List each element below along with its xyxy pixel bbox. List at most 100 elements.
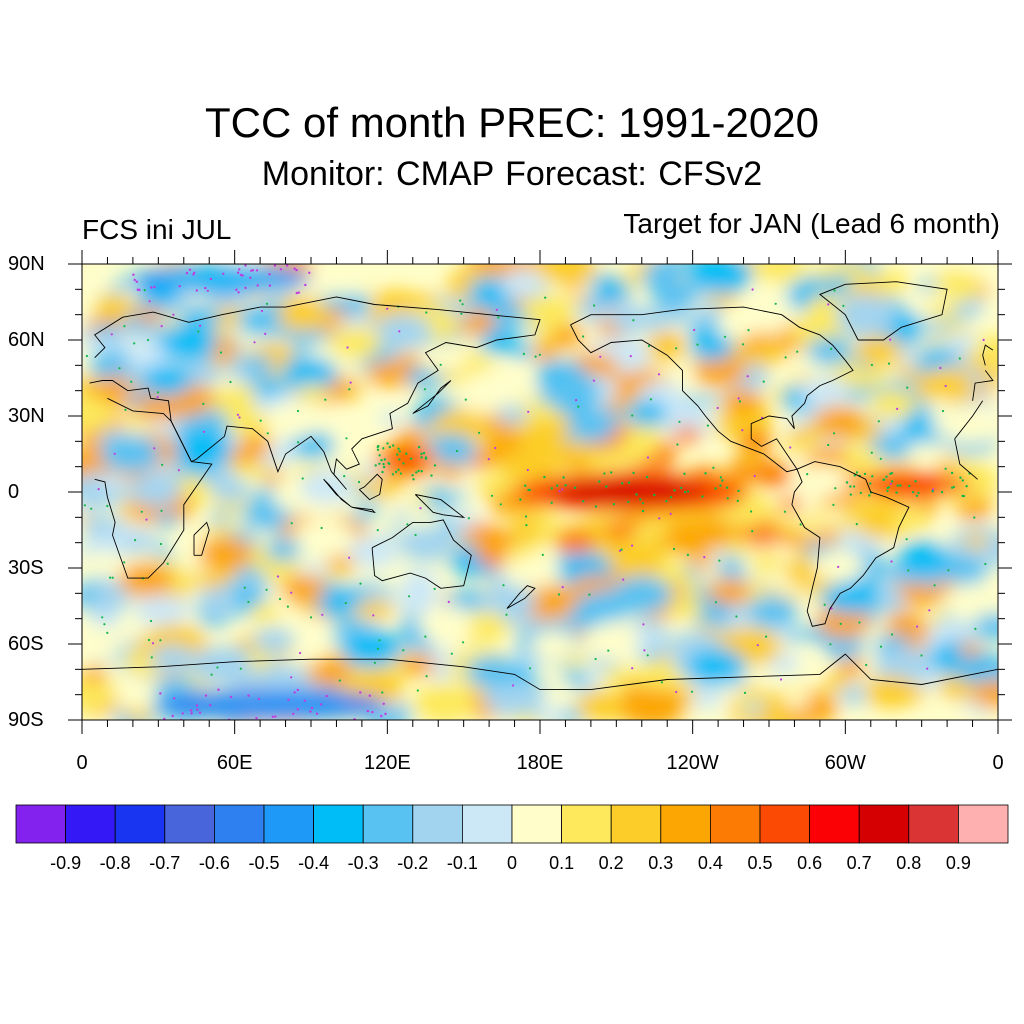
stipple-dot [101,616,104,619]
stipple-dot [660,681,664,684]
stipple-dot [641,502,645,505]
field-cell [508,342,536,359]
field-cell [171,429,233,469]
stipple-dot [286,605,289,608]
field-cell [800,376,850,408]
field-cell [858,519,887,537]
stipple-dot [188,268,192,271]
stipple-dot [344,601,347,605]
stipple-dot [237,291,240,294]
stipple-dot [293,691,296,694]
stipple-dot [544,296,547,299]
stipple-dot [716,406,719,410]
colorbar-label: -0.7 [149,853,181,873]
stipple-dot [635,493,638,496]
stipple-dot [594,657,597,661]
stipple-dot [239,667,242,670]
field-cell [864,675,917,709]
field-cell [82,576,132,614]
stipple-dot [304,283,307,287]
stipple-dot [425,311,428,314]
stipple-dot [90,507,93,510]
colorbar-label: 0.2 [598,853,624,873]
stipple-dot [774,302,777,305]
stipple-dot [236,271,240,274]
stipple-dot [603,472,606,475]
stipple-dot [741,429,744,432]
stipple-dot [359,691,362,694]
stipple-dot [799,523,802,526]
stipple-dot [965,485,968,488]
stipple-dot [620,548,623,551]
map-frame [68,250,1012,734]
stipple-dot [433,464,437,467]
stipple-dot [882,478,885,481]
field-cell [252,377,286,398]
stipple-dot [855,523,858,526]
field-cell [842,448,882,473]
stipple-dot [827,303,830,306]
stipple-dot [703,556,706,559]
stipple-dot [669,496,673,499]
stipple-dot [148,300,151,303]
stipple-dot [522,352,526,355]
stipple-dot [683,490,687,494]
stipple-dot [917,491,920,495]
stipple-dot [250,269,253,272]
colorbar-swatch [858,804,910,844]
stipple-dot [519,498,522,501]
stipple-dot [399,472,402,475]
field-cell [838,684,872,705]
field-cell [715,563,741,579]
field-cell [935,579,956,593]
field-cell [550,325,585,347]
stipple-dot [447,600,450,604]
stipple-dot [582,335,585,338]
colorbar-swatch [164,804,215,844]
latitude-label: 60N [8,329,45,351]
stipple-dot [396,453,399,456]
stipple-dot [394,470,398,474]
stipple-dot [653,493,656,497]
stipple-dot [672,547,676,551]
stipple-dot [751,530,754,533]
stipple-dot [209,704,212,707]
field-cell [778,496,804,513]
field-cell [796,464,850,498]
stipple-dot [806,473,809,476]
field-cell [575,690,627,720]
colorbar-swatch [660,804,711,844]
stipple-dot [931,490,934,493]
field-cell [158,323,218,361]
stipple-dot [391,473,395,476]
stipple-dot [675,690,678,694]
longitude-label: 180E [516,752,564,774]
field-cell [390,510,411,523]
field-cell [649,264,687,280]
field-cell [500,269,546,298]
stipple-dot [853,485,856,488]
field-cell [897,540,951,575]
field-cell [217,375,240,389]
field-cell [508,520,544,543]
stipple-dot [374,464,377,467]
stipple-dot [944,467,947,470]
field-cell [603,519,636,540]
stipple-dot [528,488,531,492]
stipple-dot [928,609,931,612]
stipple-dot [494,446,497,450]
stipple-dot [387,462,390,465]
field-cell [625,399,668,427]
stipple-dot [380,459,383,462]
stipple-dot [268,284,272,287]
stipple-dot [870,363,874,367]
field-cell [140,363,193,397]
stipple-dot [198,711,202,714]
field-cell [249,602,281,623]
stipple-dot [147,338,150,342]
stipple-dot [368,694,371,697]
field-cell [753,463,792,488]
stipple-dot [499,503,502,506]
stipple-dot [381,470,384,474]
field-cell [298,384,328,403]
